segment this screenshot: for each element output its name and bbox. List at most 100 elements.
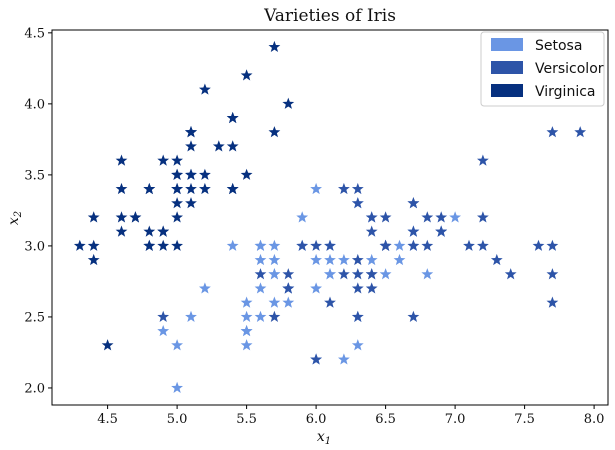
point-versicolor-35 bbox=[546, 239, 559, 251]
point-versicolor-42 bbox=[282, 282, 295, 294]
point-versicolor-11 bbox=[365, 282, 378, 294]
point-versicolor-20 bbox=[435, 211, 448, 223]
point-setosa-44 bbox=[254, 282, 267, 294]
point-setosa-8 bbox=[393, 253, 406, 266]
point-virginica-21 bbox=[185, 140, 197, 152]
x-tick-label: 7.0 bbox=[445, 412, 466, 427]
point-setosa-48 bbox=[185, 310, 197, 322]
y-axis-label-subscript: 2 bbox=[13, 211, 24, 218]
point-versicolor-17 bbox=[546, 126, 559, 138]
point-virginica-25 bbox=[171, 239, 183, 251]
y-axis-label-main: x bbox=[6, 217, 22, 225]
point-virginica-31 bbox=[226, 182, 239, 195]
point-setosa-43 bbox=[171, 339, 183, 351]
point-setosa-20 bbox=[296, 211, 309, 223]
point-setosa-38 bbox=[254, 239, 267, 251]
legend-label-setosa: Setosa bbox=[535, 38, 582, 54]
y-tick-label: 2.0 bbox=[24, 381, 45, 396]
point-setosa-40 bbox=[240, 296, 253, 308]
point-virginica-33 bbox=[240, 69, 253, 81]
legend-swatch-virginica bbox=[491, 84, 523, 97]
x-axis-label-main: x bbox=[317, 429, 325, 445]
x-axis-label: x1 bbox=[317, 429, 331, 447]
point-versicolor-7 bbox=[490, 253, 503, 266]
point-versicolor-45 bbox=[407, 239, 420, 251]
point-virginica-17 bbox=[185, 168, 197, 180]
point-virginica-49 bbox=[171, 197, 183, 209]
data-points bbox=[73, 40, 587, 393]
x-axis-ticks: 4.5 5.0 5.5 6.0 6.5 7.0 7.5 8.0 bbox=[97, 405, 604, 427]
point-versicolor-38 bbox=[310, 239, 322, 251]
point-versicolor-29 bbox=[477, 239, 489, 251]
point-setosa-4 bbox=[379, 268, 392, 280]
point-versicolor-15 bbox=[365, 211, 378, 223]
legend-label-virginica: Virginica bbox=[535, 84, 595, 100]
point-versicolor-19 bbox=[310, 353, 322, 365]
point-virginica-32 bbox=[199, 83, 211, 95]
point-virginica-41 bbox=[101, 339, 114, 351]
point-virginica-30 bbox=[143, 225, 156, 237]
legend-swatch-versicolor bbox=[491, 61, 523, 74]
point-versicolor-49 bbox=[296, 239, 309, 251]
svg-text:x2: x2 bbox=[6, 211, 24, 225]
point-versicolor-9 bbox=[477, 154, 489, 166]
plot-area-frame bbox=[51, 29, 609, 406]
y-tick-label: 2.5 bbox=[24, 310, 45, 325]
point-setosa-0 bbox=[449, 211, 461, 223]
point-virginica-36 bbox=[240, 168, 253, 180]
point-versicolor-12 bbox=[421, 239, 434, 251]
x-tick-label: 5.0 bbox=[167, 412, 188, 427]
point-versicolor-23 bbox=[351, 282, 364, 294]
y-tick-label: 3.0 bbox=[24, 239, 45, 254]
point-versicolor-8 bbox=[407, 310, 420, 322]
point-setosa-7 bbox=[157, 324, 170, 337]
x-axis-label-subscript: 1 bbox=[325, 436, 331, 447]
point-virginica-3 bbox=[115, 225, 128, 237]
point-versicolor-33 bbox=[351, 268, 364, 280]
point-versicolor-0 bbox=[351, 197, 364, 209]
y-tick-label: 4.0 bbox=[24, 97, 45, 112]
point-versicolor-37 bbox=[365, 225, 378, 237]
point-virginica-37 bbox=[157, 154, 170, 166]
point-versicolor-22 bbox=[546, 268, 559, 280]
y-tick-label: 4.5 bbox=[24, 26, 45, 41]
legend: Setosa Versicolor Virginica bbox=[480, 31, 605, 107]
point-virginica-8 bbox=[87, 253, 100, 266]
svg-text:x1: x1 bbox=[317, 429, 331, 447]
point-versicolor-5 bbox=[532, 239, 545, 251]
point-setosa-47 bbox=[338, 253, 350, 266]
point-versicolor-41 bbox=[435, 225, 448, 237]
point-setosa-49 bbox=[268, 268, 281, 280]
point-virginica-15 bbox=[268, 40, 281, 53]
x-tick-label: 7.5 bbox=[514, 412, 535, 427]
point-setosa-46 bbox=[268, 253, 281, 266]
legend-swatch-setosa bbox=[491, 38, 523, 51]
y-tick-label: 3.5 bbox=[24, 168, 45, 183]
point-versicolor-30 bbox=[504, 268, 517, 280]
point-versicolor-48 bbox=[338, 182, 350, 195]
point-versicolor-44 bbox=[407, 197, 420, 209]
point-virginica-18 bbox=[268, 126, 281, 138]
point-setosa-9 bbox=[199, 282, 211, 294]
point-virginica-28 bbox=[199, 182, 211, 195]
point-virginica-14 bbox=[282, 97, 295, 109]
x-tick-label: 4.5 bbox=[97, 412, 118, 427]
point-setosa-14 bbox=[254, 253, 267, 266]
point-setosa-23 bbox=[324, 268, 336, 280]
point-setosa-39 bbox=[240, 310, 253, 322]
point-virginica-16 bbox=[226, 111, 239, 124]
point-virginica-35 bbox=[171, 211, 183, 223]
point-versicolor-34 bbox=[324, 296, 336, 308]
point-virginica-26 bbox=[171, 182, 183, 195]
point-versicolor-27 bbox=[324, 239, 336, 251]
x-tick-label: 6.0 bbox=[306, 412, 327, 427]
point-setosa-13 bbox=[324, 253, 336, 266]
point-versicolor-18 bbox=[546, 296, 559, 308]
point-virginica-42 bbox=[87, 211, 100, 223]
point-setosa-24 bbox=[365, 253, 378, 266]
point-versicolor-14 bbox=[282, 268, 295, 280]
point-virginica-22 bbox=[115, 154, 128, 166]
point-virginica-1 bbox=[157, 239, 170, 251]
point-versicolor-47 bbox=[379, 239, 392, 251]
point-versicolor-36 bbox=[351, 182, 364, 195]
